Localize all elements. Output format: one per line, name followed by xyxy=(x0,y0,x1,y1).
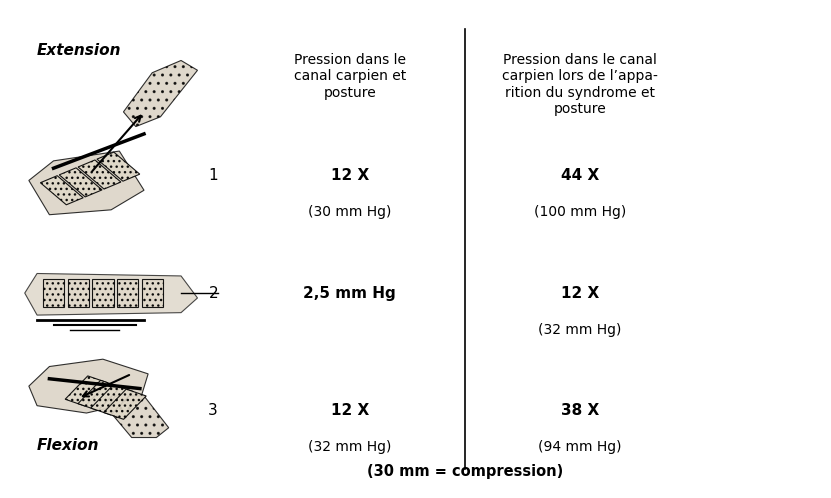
Polygon shape xyxy=(78,380,120,410)
Polygon shape xyxy=(124,60,198,126)
Text: 12 X: 12 X xyxy=(331,168,369,183)
Text: Extension: Extension xyxy=(37,43,121,58)
Text: 2: 2 xyxy=(209,285,218,301)
Bar xyxy=(92,279,114,307)
Text: (32 mm Hg): (32 mm Hg) xyxy=(538,323,622,337)
Text: 1: 1 xyxy=(209,168,218,183)
Polygon shape xyxy=(25,273,198,315)
Text: Pression dans le canal
carpien lors de l’appa-
rition du syndrome et
posture: Pression dans le canal carpien lors de l… xyxy=(502,53,658,116)
Text: 12 X: 12 X xyxy=(331,403,369,418)
Text: Pression dans le
canal carpien et
posture: Pression dans le canal carpien et postur… xyxy=(293,53,406,100)
Text: Flexion: Flexion xyxy=(37,438,100,453)
Text: (32 mm Hg): (32 mm Hg) xyxy=(308,440,391,454)
Text: 38 X: 38 X xyxy=(561,403,599,418)
Bar xyxy=(141,279,163,307)
Text: 44 X: 44 X xyxy=(561,168,599,183)
Text: (30 mm Hg): (30 mm Hg) xyxy=(308,205,391,219)
Polygon shape xyxy=(41,176,83,205)
Text: 2,5 mm Hg: 2,5 mm Hg xyxy=(303,285,396,301)
Polygon shape xyxy=(104,389,146,419)
Text: (30 mm = compression): (30 mm = compression) xyxy=(366,464,563,479)
Polygon shape xyxy=(29,359,148,413)
Polygon shape xyxy=(107,396,169,438)
Polygon shape xyxy=(91,385,133,415)
Polygon shape xyxy=(59,168,102,197)
Text: 12 X: 12 X xyxy=(561,285,599,301)
Text: (94 mm Hg): (94 mm Hg) xyxy=(538,440,622,454)
Text: (100 mm Hg): (100 mm Hg) xyxy=(534,205,626,219)
Bar xyxy=(67,279,89,307)
Polygon shape xyxy=(97,152,140,181)
Bar xyxy=(117,279,138,307)
Polygon shape xyxy=(29,151,144,215)
Text: 3: 3 xyxy=(209,403,218,418)
Bar xyxy=(43,279,64,307)
Polygon shape xyxy=(65,376,108,406)
Polygon shape xyxy=(78,160,120,189)
